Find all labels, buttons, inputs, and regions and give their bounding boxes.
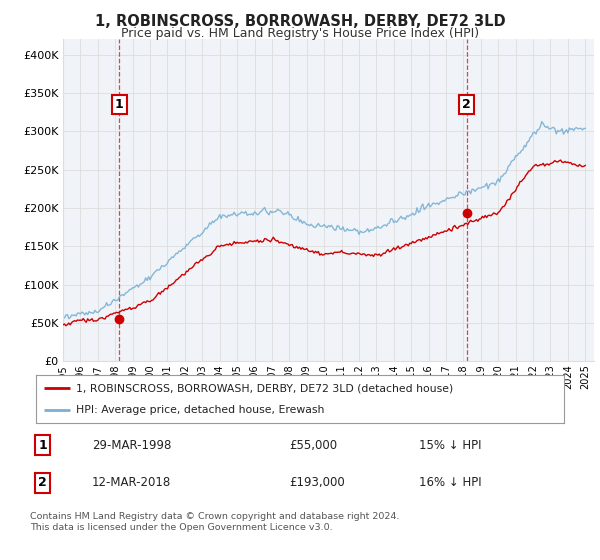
Text: 15% ↓ HPI: 15% ↓ HPI: [419, 438, 481, 451]
Text: 2: 2: [38, 477, 47, 489]
Text: 16% ↓ HPI: 16% ↓ HPI: [419, 477, 481, 489]
Text: HPI: Average price, detached house, Erewash: HPI: Average price, detached house, Erew…: [76, 405, 324, 415]
Text: Price paid vs. HM Land Registry's House Price Index (HPI): Price paid vs. HM Land Registry's House …: [121, 27, 479, 40]
Text: £55,000: £55,000: [289, 438, 337, 451]
Text: 1: 1: [115, 98, 124, 111]
Text: 1, ROBINSCROSS, BORROWASH, DERBY, DE72 3LD (detached house): 1, ROBINSCROSS, BORROWASH, DERBY, DE72 3…: [76, 383, 453, 393]
Text: Contains HM Land Registry data © Crown copyright and database right 2024.
This d: Contains HM Land Registry data © Crown c…: [30, 512, 400, 532]
Text: 2: 2: [463, 98, 471, 111]
Text: 1, ROBINSCROSS, BORROWASH, DERBY, DE72 3LD: 1, ROBINSCROSS, BORROWASH, DERBY, DE72 3…: [95, 14, 505, 29]
Text: £193,000: £193,000: [289, 477, 345, 489]
Text: 1: 1: [38, 438, 47, 451]
Text: 29-MAR-1998: 29-MAR-1998: [92, 438, 171, 451]
Text: 12-MAR-2018: 12-MAR-2018: [92, 477, 171, 489]
